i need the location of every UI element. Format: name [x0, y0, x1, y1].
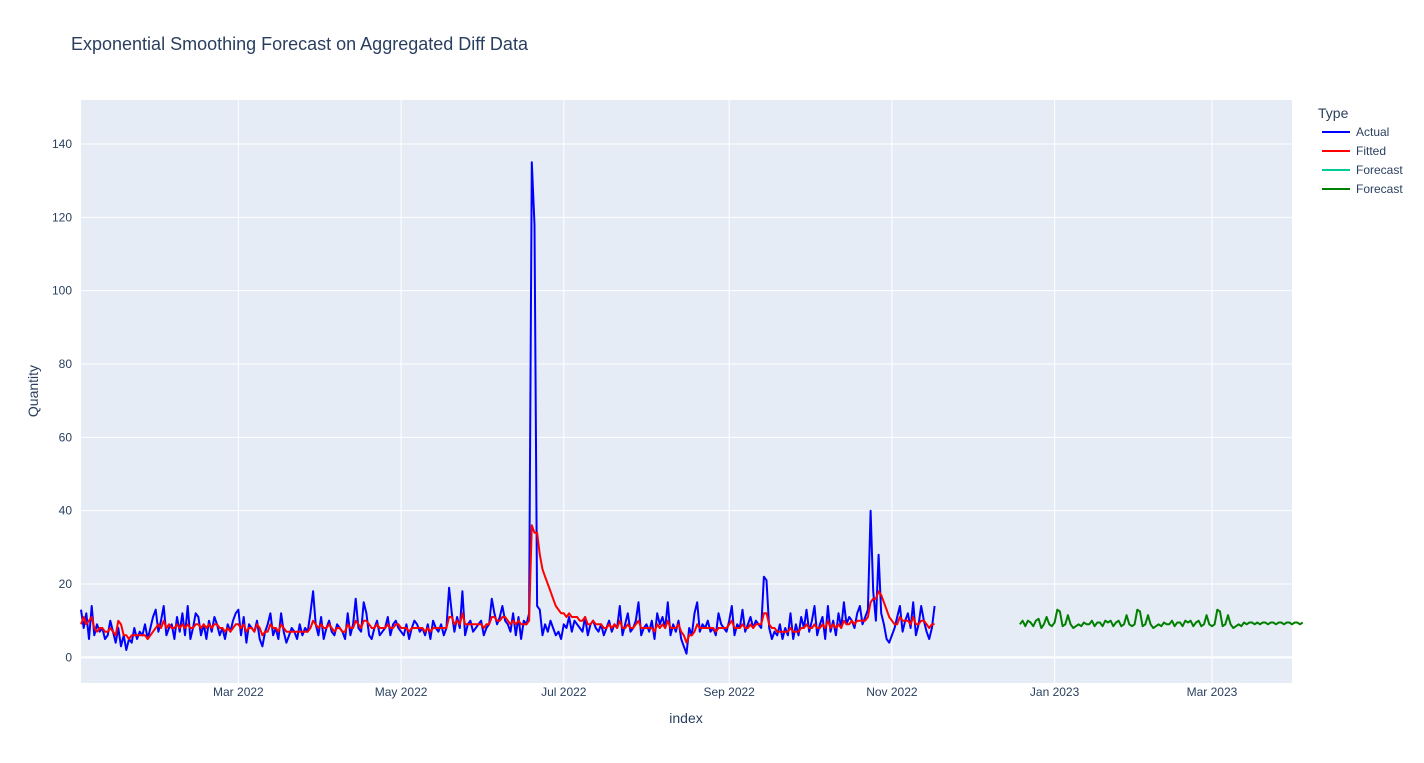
series-line-fitted — [80, 524, 935, 644]
x-tick-label: Mar 2023 — [1187, 685, 1238, 699]
chart-title: Exponential Smoothing Forecast on Aggreg… — [71, 34, 529, 54]
y-tick-label: 60 — [59, 430, 73, 444]
y-tick-label: 0 — [65, 650, 72, 664]
y-tick-label: 140 — [52, 137, 72, 151]
y-tick-label: 80 — [59, 357, 73, 371]
y-tick-label: 100 — [52, 284, 72, 298]
legend: Type Actual Fitted Forecast Forecast — [1318, 105, 1403, 196]
y-tick-label: 20 — [59, 577, 73, 591]
x-tick-label: Jul 2022 — [541, 685, 587, 699]
series-lines — [80, 161, 1304, 655]
x-tick-label: Sep 2022 — [703, 685, 755, 699]
x-axis-label: index — [669, 710, 702, 726]
x-tick-label: Mar 2022 — [213, 685, 264, 699]
y-tick-label: 40 — [59, 504, 73, 518]
axis-ticks: 0 20 40 60 80 100 120 140 Mar 2022 May 2022 Jul 20… — [52, 137, 1238, 699]
legend-title: Type — [1318, 105, 1349, 121]
legend-entry-label: Forecast — [1356, 182, 1403, 196]
legend-entry-label: Forecast — [1356, 163, 1403, 177]
x-tick-label: May 2022 — [375, 685, 428, 699]
legend-entry-label: Actual — [1356, 125, 1389, 139]
grid-lines — [81, 100, 1292, 683]
series-line-forecast-2 — [1019, 608, 1304, 629]
plot-area — [81, 100, 1292, 683]
y-axis-label: Quantity — [25, 365, 41, 417]
y-tick-label: 120 — [52, 210, 72, 224]
x-tick-label: Jan 2023 — [1030, 685, 1080, 699]
x-tick-label: Nov 2022 — [866, 685, 918, 699]
legend-entry-label: Fitted — [1356, 144, 1386, 158]
